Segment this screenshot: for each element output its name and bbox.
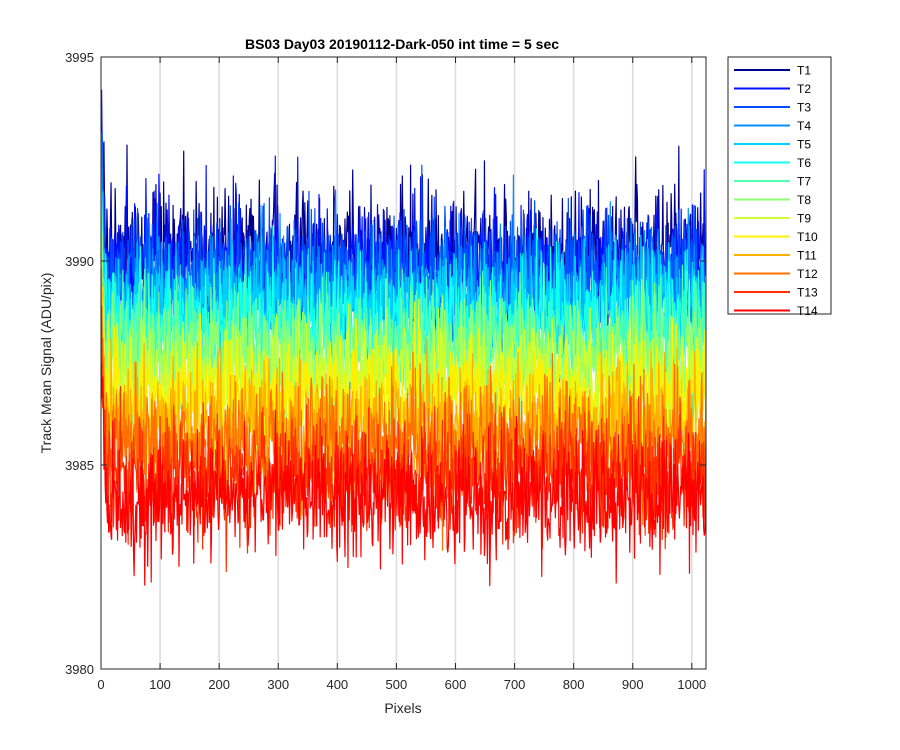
- legend-label-T10: T10: [797, 230, 818, 244]
- legend-label-T12: T12: [797, 267, 818, 281]
- y-tick-label-3985: 3985: [65, 458, 94, 473]
- legend-label-T9: T9: [797, 212, 811, 226]
- legend-label-T2: T2: [797, 82, 811, 96]
- series-line-T13: [101, 305, 706, 573]
- legend-label-T6: T6: [797, 156, 811, 170]
- y-axis-label: Track Mean Signal (ADU/pix): [38, 273, 54, 454]
- legend-label-T13: T13: [797, 286, 818, 300]
- x-axis-label: Pixels: [384, 700, 421, 716]
- x-tick-label-600: 600: [445, 677, 467, 692]
- y-tick-label-3990: 3990: [65, 254, 94, 269]
- legend-label-T8: T8: [797, 193, 811, 207]
- x-tick-label-800: 800: [563, 677, 585, 692]
- legend-label-T7: T7: [797, 175, 811, 189]
- y-tick-label-3995: 3995: [65, 50, 94, 65]
- x-tick-label-0: 0: [97, 677, 104, 692]
- x-tick-label-500: 500: [386, 677, 408, 692]
- x-tick-labels: 0 100 200 300 400 500 600 700 800 900 1000: [97, 677, 706, 692]
- y-tick-labels: 3980 3985 3990 3995: [65, 50, 94, 677]
- series-line-T14: [101, 363, 706, 587]
- legend-label-T4: T4: [797, 119, 811, 133]
- x-tick-label-700: 700: [504, 677, 526, 692]
- legend-label-T1: T1: [797, 64, 811, 78]
- axis-ticks: [100, 56, 706, 670]
- plot-frame: [100, 56, 707, 670]
- x-tick-label-900: 900: [622, 677, 644, 692]
- series-lines: [101, 89, 706, 587]
- legend-label-T5: T5: [797, 138, 811, 152]
- x-tick-label-100: 100: [149, 677, 171, 692]
- x-tick-label-1000: 1000: [677, 677, 706, 692]
- x-tick-label-400: 400: [326, 677, 348, 692]
- legend-label-T3: T3: [797, 101, 811, 115]
- x-tick-label-200: 200: [208, 677, 230, 692]
- legend-label-T14: T14: [797, 304, 818, 318]
- chart-title: BS03 Day03 20190112-Dark-050 int time = …: [245, 36, 559, 52]
- legend-box: [727, 56, 832, 315]
- legend-label-T11: T11: [797, 249, 817, 263]
- legend: T1 T2 T3 T4 T5 T6 T7 T8 T9 T10 T11 T12 T13 T14: [727, 56, 832, 318]
- x-tick-label-300: 300: [267, 677, 289, 692]
- y-tick-label-3980: 3980: [65, 662, 94, 677]
